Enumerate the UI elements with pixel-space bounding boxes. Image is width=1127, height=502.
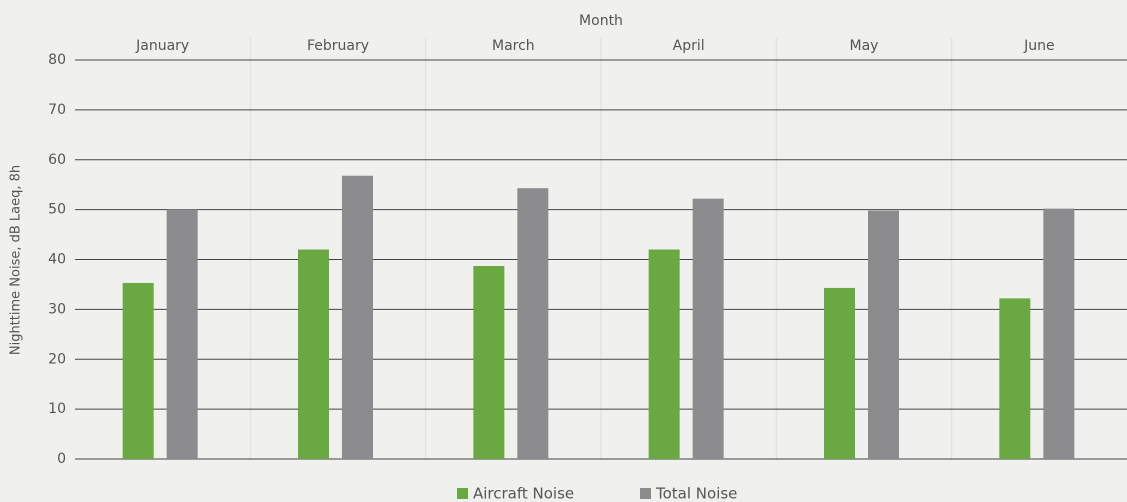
legend-swatch — [640, 488, 651, 499]
x-tick-label: February — [307, 38, 369, 54]
y-tick-label: 60 — [48, 152, 66, 168]
bar — [999, 298, 1030, 459]
bar — [649, 250, 680, 459]
x-tick-label: January — [135, 38, 189, 54]
bar — [517, 188, 548, 459]
x-tick-label: March — [492, 38, 535, 54]
y-tick-label: 10 — [48, 401, 66, 417]
legend-label: Total Noise — [655, 485, 737, 502]
bar — [473, 266, 504, 459]
bar — [868, 211, 899, 459]
y-tick-label: 50 — [48, 202, 66, 218]
bar — [298, 250, 329, 459]
legend-label: Aircraft Noise — [473, 485, 574, 502]
y-tick-label: 70 — [48, 102, 66, 118]
chart: Month Nighttime Noise, dB Laeq, 8h 0 10 20… — [0, 0, 1127, 502]
y-tick-label: 40 — [48, 252, 66, 268]
y-tick-label: 80 — [48, 52, 66, 68]
bar — [123, 283, 154, 459]
x-tick-label: April — [673, 38, 705, 54]
x-tick-label: May — [850, 38, 879, 54]
x-axis-title: Month — [579, 13, 623, 29]
page: {"chart_data": {"type": "bar", "x_label"… — [0, 0, 1127, 502]
y-tick-label: 30 — [48, 301, 66, 317]
x-tick-label: June — [1023, 38, 1055, 54]
y-tick-label: 0 — [57, 451, 66, 467]
y-tick-label: 20 — [48, 351, 66, 367]
y-axis-title: Nighttime Noise, dB Laeq, 8h — [9, 165, 24, 355]
bar — [342, 176, 373, 459]
legend-swatch — [457, 488, 468, 499]
bar — [693, 199, 724, 459]
bar — [1043, 209, 1074, 459]
bar — [824, 288, 855, 459]
bar — [167, 210, 198, 459]
